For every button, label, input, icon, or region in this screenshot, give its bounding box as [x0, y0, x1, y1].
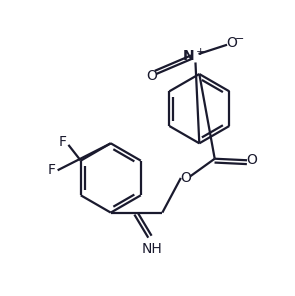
Text: +: + — [195, 47, 205, 57]
Text: O: O — [246, 153, 257, 167]
Text: O: O — [226, 36, 237, 50]
Text: O: O — [180, 171, 191, 185]
Text: F: F — [47, 163, 55, 177]
Text: F: F — [58, 135, 66, 149]
Text: NH: NH — [141, 242, 162, 256]
Text: O: O — [146, 69, 157, 83]
Text: −: − — [235, 34, 244, 44]
Text: N: N — [182, 49, 194, 63]
